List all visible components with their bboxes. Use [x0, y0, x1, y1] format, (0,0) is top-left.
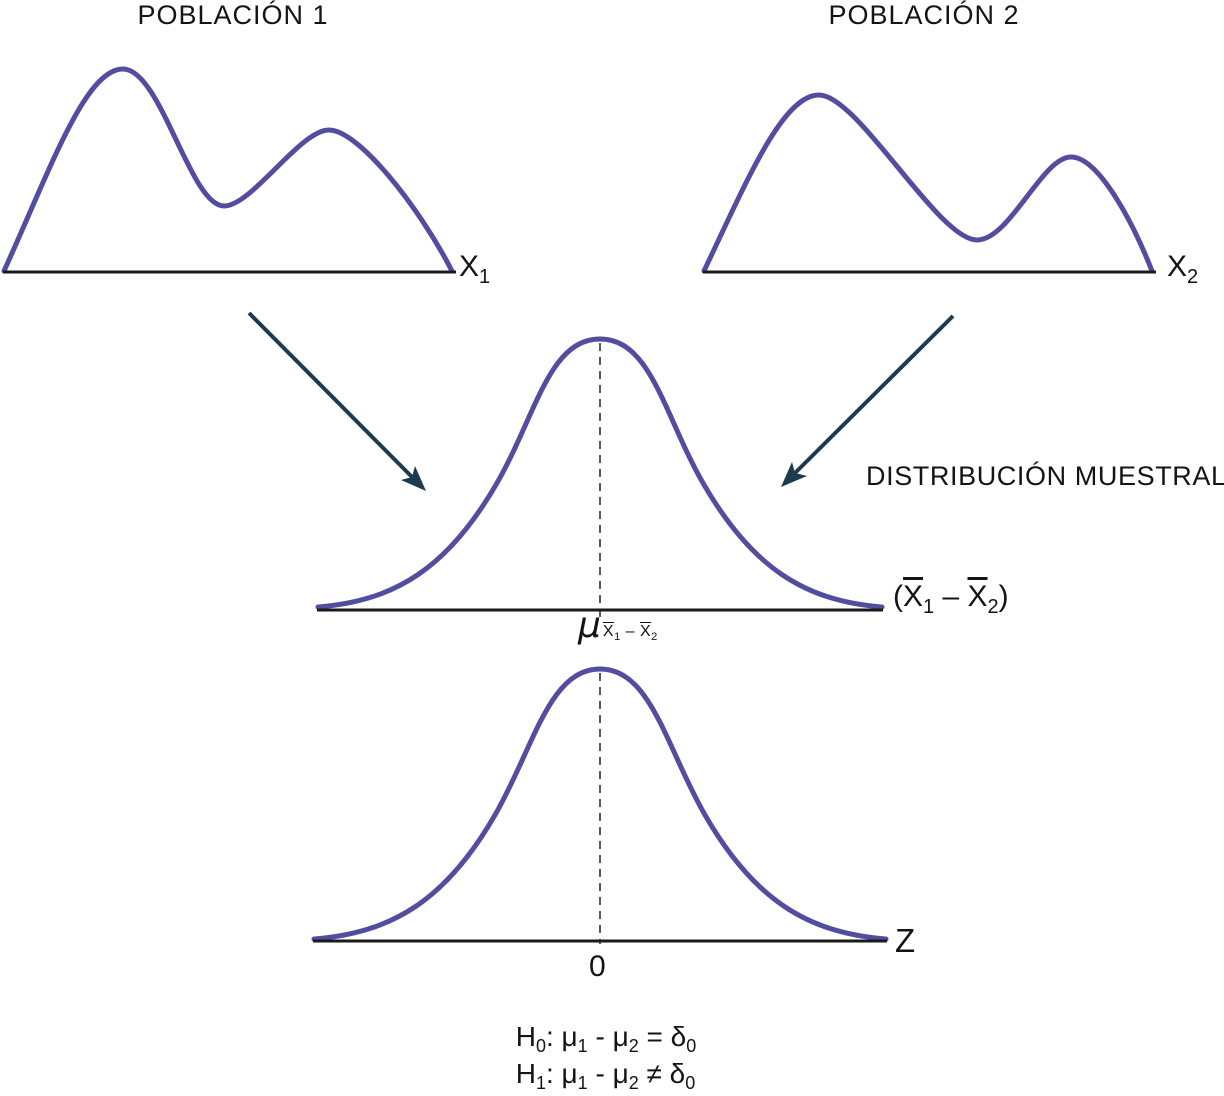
xbar1-sub: 1 — [923, 596, 935, 618]
mu-subscript: X1 – X2 — [603, 624, 658, 643]
h0-equals: = — [638, 1021, 671, 1052]
h1-mu2: μ — [612, 1058, 629, 1089]
mu-sub-minus: – — [620, 623, 640, 640]
h1-not-equals: ≠ — [638, 1058, 670, 1089]
h0-colon: : — [545, 1021, 562, 1052]
h0-mu1: μ — [561, 1021, 578, 1052]
arrow-left-line — [247, 311, 414, 479]
sampling-distribution-curve — [315, 336, 885, 610]
sampling-distribution-label: DISTRIBUCIÓN MUESTRAL — [866, 461, 1224, 491]
h1-mu1: μ — [561, 1058, 578, 1089]
sampling-axis-label: (X1 – X2) — [893, 580, 1009, 618]
x2-sub: 2 — [1187, 266, 1199, 288]
h1-colon: : — [545, 1058, 562, 1089]
mu-sub-2: 2 — [651, 631, 658, 643]
z-axis-label: Z — [895, 922, 916, 959]
paren-open: ( — [893, 580, 903, 613]
hypotheses-block: H0: μ1 - μ2 = δ0 H1: μ1 - μ2 ≠ δ0 — [516, 1018, 697, 1092]
z-zero-label: 0 — [589, 950, 606, 983]
h0-mu2: μ — [612, 1021, 629, 1052]
h0-delta: δ — [670, 1021, 687, 1052]
h1-h-sub: 1 — [535, 1073, 546, 1093]
alternative-hypothesis: H1: μ1 - μ2 ≠ δ0 — [516, 1055, 697, 1092]
h1-h: H — [515, 1058, 536, 1089]
population2-axis-label: X2 — [1167, 250, 1199, 288]
h0-h-sub: 0 — [535, 1036, 546, 1056]
z-distribution-curve — [311, 666, 889, 942]
arrow-right-head-icon — [781, 462, 807, 487]
h1-mu2-sub: 2 — [628, 1073, 639, 1093]
h1-mu1-sub: 1 — [577, 1073, 588, 1093]
population2-title: POBLACIÓN 2 — [828, 0, 1020, 30]
mu-glyph: μ — [578, 605, 601, 646]
sampling-mean-symbol: μ X1 – X2 — [578, 608, 658, 644]
h1-minus: - — [587, 1058, 613, 1089]
arrow-left-head-icon — [401, 466, 426, 491]
mu-sub-1: 1 — [614, 631, 621, 643]
h1-delta-sub: 0 — [685, 1073, 696, 1093]
x2-base: X — [1167, 250, 1188, 283]
population1-title: POBLACIÓN 1 — [137, 0, 329, 30]
h0-minus: - — [587, 1021, 613, 1052]
xbar2-base: X — [967, 580, 988, 613]
h1-delta: δ — [669, 1058, 686, 1089]
h0-mu2-sub: 2 — [628, 1036, 639, 1056]
population2-curve — [701, 92, 1155, 274]
mu-sub-xbar1: X — [602, 623, 615, 640]
population1-curve — [1, 66, 455, 274]
mu-sub-xbar2: X — [640, 623, 652, 640]
xbar2-sub: 2 — [987, 596, 999, 618]
null-hypothesis: H0: μ1 - μ2 = δ0 — [516, 1018, 697, 1055]
h0-delta-sub: 0 — [686, 1036, 697, 1056]
paren-close: ) — [998, 580, 1009, 613]
x1-sub: 1 — [479, 266, 491, 288]
xbar1-base: X — [903, 580, 924, 613]
h0-mu1-sub: 1 — [577, 1036, 588, 1056]
x1-base: X — [459, 250, 480, 283]
population1-axis-label: X1 — [459, 250, 491, 288]
minus-sign: – — [934, 580, 968, 613]
arrow-right-line — [793, 314, 955, 475]
h0-h: H — [515, 1021, 536, 1052]
